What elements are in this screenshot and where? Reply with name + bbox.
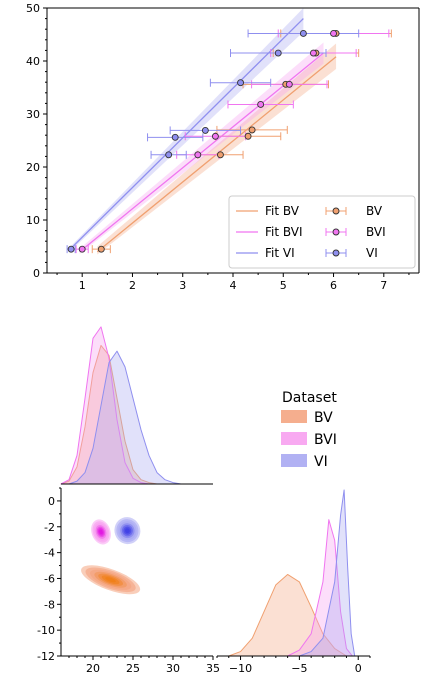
- data-point-vi: [67, 245, 75, 253]
- data-point-bvi: [211, 132, 219, 140]
- fit-band-bvi: [79, 42, 324, 254]
- marg-t0-x-tick-label: −10: [229, 662, 252, 675]
- density-contour-bvi: [99, 529, 103, 535]
- data-point-vi: [299, 29, 307, 37]
- legend-marker-bvi: [332, 228, 340, 236]
- data-point-vi: [237, 79, 244, 87]
- data-point-bv: [216, 151, 224, 159]
- legend-frame: [228, 195, 416, 269]
- density-t0-vi: [298, 489, 356, 657]
- y-tick-label: 50: [26, 2, 40, 15]
- marg-t0-x-tick-label: −5: [291, 662, 307, 675]
- x-tick-label: 3: [179, 279, 186, 292]
- joint-x-tick-label: 25: [126, 662, 140, 675]
- density-d-bv: [60, 344, 158, 485]
- legend-title: Dataset: [282, 390, 337, 406]
- fit-line-bvi: [79, 52, 324, 253]
- legend-item-label: BV: [314, 410, 333, 426]
- legend-item-label: VI: [314, 454, 328, 470]
- y-tick-label: 10: [26, 214, 40, 227]
- dataset-legend: Dataset BV BVI VI: [281, 390, 337, 470]
- data-point-bvi: [257, 101, 265, 108]
- legend-label: BV: [366, 204, 383, 218]
- fit-band-bv: [97, 43, 337, 255]
- density-contour-vi: [125, 528, 130, 534]
- fit-band-vi: [69, 8, 304, 252]
- data-point-vi: [171, 133, 179, 141]
- density-t0-bv: [228, 573, 347, 657]
- legend-label: Fit BV: [265, 204, 300, 218]
- legend-marker-bv: [332, 207, 340, 215]
- x-tick-label: 4: [230, 279, 237, 292]
- data-point-bvi: [309, 49, 317, 57]
- legend-marker-vi: [332, 249, 340, 257]
- legend-item-label: BVI: [314, 432, 337, 448]
- data-point-vi: [165, 151, 173, 159]
- y-tick-label: 20: [26, 161, 40, 174]
- x-tick-label: 6: [330, 279, 337, 292]
- data-point-bvi: [285, 80, 293, 88]
- joint-y-tick-label: -10: [37, 624, 55, 637]
- joint-x-tick-label: 35: [206, 662, 220, 675]
- legend-label: Fit VI: [265, 246, 295, 260]
- y-tick-label: 0: [33, 267, 40, 280]
- legend-swatch-bvi: [281, 432, 307, 445]
- fit-line-bv: [96, 56, 337, 253]
- data-point-bv: [248, 126, 256, 134]
- data-point-bv: [97, 245, 105, 253]
- x-tick-label: 2: [129, 279, 136, 292]
- joint-y-tick-label: -12: [37, 650, 55, 663]
- joint-density-chart: 20 25 30 35 -12 -10 -8 -6 -4 -2 0: [37, 487, 220, 675]
- data-point-bvi: [330, 29, 337, 37]
- marginal-density-t0: −10 −5 0: [216, 489, 371, 675]
- joint-y-tick-label: -6: [44, 572, 55, 585]
- legend-label: Fit BVI: [265, 225, 303, 239]
- density-t0-bvi: [287, 519, 353, 657]
- joint-y-tick-label: -2: [44, 521, 55, 534]
- y-tick-label: 40: [26, 55, 40, 68]
- joint-x-tick-label: 30: [166, 662, 180, 675]
- top-legend: Fit BV Fit BVI Fit VI BV BVI VI: [228, 195, 416, 269]
- joint-y-tick-label: -4: [44, 547, 55, 560]
- top-scatter-chart: 1 2 3 4 5 6 7 0 10 20 30 40 50 Fit BV Fit BVI Fit VI BV B…: [26, 2, 420, 292]
- marg-t0-x-tick-label: 0: [355, 662, 362, 675]
- joint-y-tick-label: -8: [44, 598, 55, 611]
- fit-line-vi: [69, 18, 304, 251]
- data-point-bvi: [78, 245, 86, 253]
- x-tick-label: 7: [380, 279, 387, 292]
- legend-label: BVI: [366, 225, 386, 239]
- legend-swatch-bv: [281, 410, 307, 423]
- joint-y-tick-label: 0: [48, 495, 55, 508]
- density-d-vi: [68, 350, 182, 485]
- legend-label: VI: [366, 246, 378, 260]
- joint-x-tick-label: 20: [86, 662, 100, 675]
- marginal-density-d: [60, 326, 213, 485]
- y-tick-label: 30: [26, 108, 40, 121]
- data-point-bv: [244, 132, 252, 140]
- data-point-vi: [201, 126, 209, 134]
- density-d-bvi: [60, 326, 150, 485]
- data-point-bvi: [194, 151, 202, 159]
- legend-swatch-vi: [281, 454, 307, 467]
- x-tick-label: 1: [79, 279, 86, 292]
- data-point-vi: [274, 49, 282, 57]
- x-tick-label: 5: [280, 279, 287, 292]
- density-contour-bv: [105, 577, 116, 583]
